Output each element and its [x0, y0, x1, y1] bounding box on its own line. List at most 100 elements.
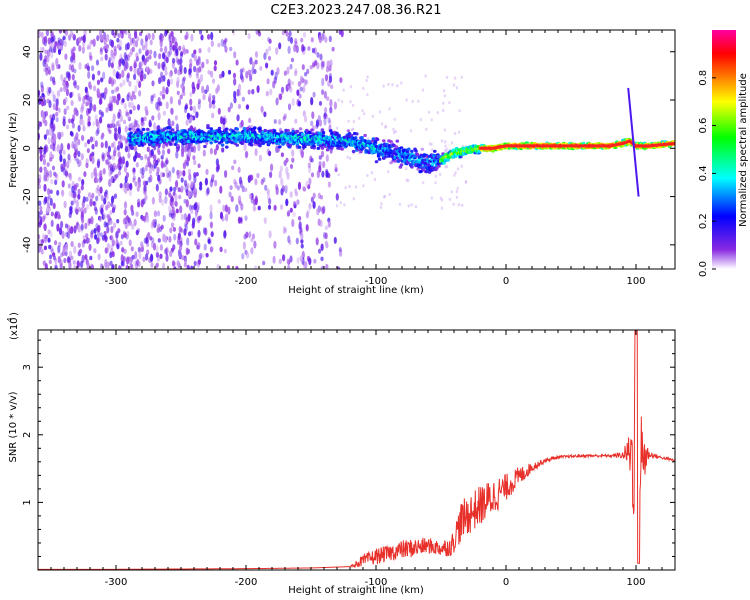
noise-speck — [219, 73, 223, 79]
noise-speck — [124, 60, 128, 68]
noise-speck — [123, 181, 127, 190]
noise-speck — [172, 57, 176, 64]
noise-speck — [245, 150, 249, 158]
noise-speck — [137, 153, 141, 158]
noise-speck — [77, 242, 81, 248]
noise-speck — [444, 140, 447, 144]
noise-speck — [62, 116, 66, 121]
noise-speck — [220, 116, 224, 125]
noise-speck — [124, 30, 128, 36]
noise-speck — [197, 229, 201, 238]
ridge-cell — [377, 157, 382, 161]
noise-speck — [340, 100, 344, 104]
noise-speck — [108, 57, 112, 62]
noise-speck — [138, 251, 142, 260]
noise-speck — [144, 34, 149, 43]
noise-speck — [454, 171, 457, 175]
noise-speck — [96, 184, 100, 192]
ridge-cell — [242, 126, 247, 131]
noise-speck — [130, 101, 134, 109]
noise-speck — [362, 112, 366, 116]
noise-speck — [75, 199, 79, 208]
noise-speck — [165, 101, 169, 110]
noise-speck — [102, 167, 106, 175]
noise-speck — [87, 95, 91, 102]
noise-speck — [213, 65, 217, 72]
noise-speck — [182, 162, 186, 170]
noise-speck — [205, 58, 209, 65]
noise-speck — [113, 149, 117, 157]
noise-speck — [110, 234, 114, 242]
noise-speck — [393, 117, 396, 121]
noise-speck — [168, 71, 172, 79]
noise-speck — [52, 103, 56, 111]
noise-speck — [141, 167, 145, 176]
noise-speck — [336, 266, 340, 269]
noise-speck — [93, 227, 97, 234]
noise-speck — [40, 239, 45, 244]
noise-speck — [237, 90, 242, 97]
ridge-cell — [395, 139, 400, 143]
noise-speck — [297, 80, 301, 87]
noise-speck — [269, 88, 273, 96]
noise-speck — [62, 158, 66, 164]
noise-speck — [117, 124, 122, 133]
noise-speck — [143, 188, 147, 196]
noise-speck — [70, 118, 74, 124]
noise-speck — [289, 63, 293, 70]
noise-speck — [80, 260, 84, 269]
noise-speck — [223, 248, 227, 254]
noise-speck — [457, 130, 461, 134]
noise-speck — [146, 49, 150, 56]
noise-speck — [221, 147, 225, 153]
noise-speck — [121, 98, 125, 103]
noise-speck — [85, 101, 89, 107]
noise-speck — [65, 231, 69, 238]
noise-speck — [143, 237, 147, 244]
ridge-cell — [310, 128, 314, 132]
noise-speck — [130, 264, 134, 269]
noise-speck — [224, 169, 228, 178]
noise-speck — [145, 253, 149, 261]
noise-speck — [443, 148, 447, 152]
noise-speck — [346, 155, 349, 159]
noise-speck — [384, 124, 388, 128]
noise-speck — [78, 176, 82, 182]
noise-speck — [123, 232, 127, 239]
noise-speck — [173, 186, 177, 193]
noise-speck — [94, 207, 98, 215]
noise-speck — [58, 30, 62, 34]
ridge-cell — [245, 126, 250, 130]
noise-speck — [294, 191, 298, 197]
ridge-cell — [415, 152, 419, 156]
noise-speck — [197, 76, 201, 85]
noise-speck — [310, 120, 314, 127]
ridge-cell — [234, 139, 238, 143]
noise-speck — [72, 52, 76, 61]
noise-speck — [183, 213, 187, 221]
noise-speck — [93, 248, 97, 254]
noise-speck — [310, 172, 315, 178]
y-tick-label: 1 — [22, 499, 33, 505]
noise-speck — [440, 206, 444, 210]
noise-speck — [242, 241, 246, 250]
noise-speck — [445, 147, 449, 152]
noise-speck — [60, 163, 65, 172]
noise-speck — [299, 255, 303, 262]
noise-speck — [167, 118, 171, 127]
noise-speck — [137, 260, 141, 268]
noise-speck — [48, 259, 52, 265]
noise-speck — [77, 124, 81, 132]
noise-speck — [285, 166, 289, 175]
noise-speck — [260, 105, 264, 115]
noise-speck — [186, 264, 190, 269]
noise-speck — [103, 197, 107, 205]
noise-speck — [188, 192, 192, 199]
noise-speck — [160, 155, 164, 160]
spectrogram-heatmap — [38, 30, 675, 269]
ridge-cell — [442, 161, 446, 165]
noise-speck — [176, 235, 181, 244]
noise-speck — [105, 149, 109, 155]
noise-speck — [84, 64, 88, 70]
noise-speck — [370, 171, 374, 175]
